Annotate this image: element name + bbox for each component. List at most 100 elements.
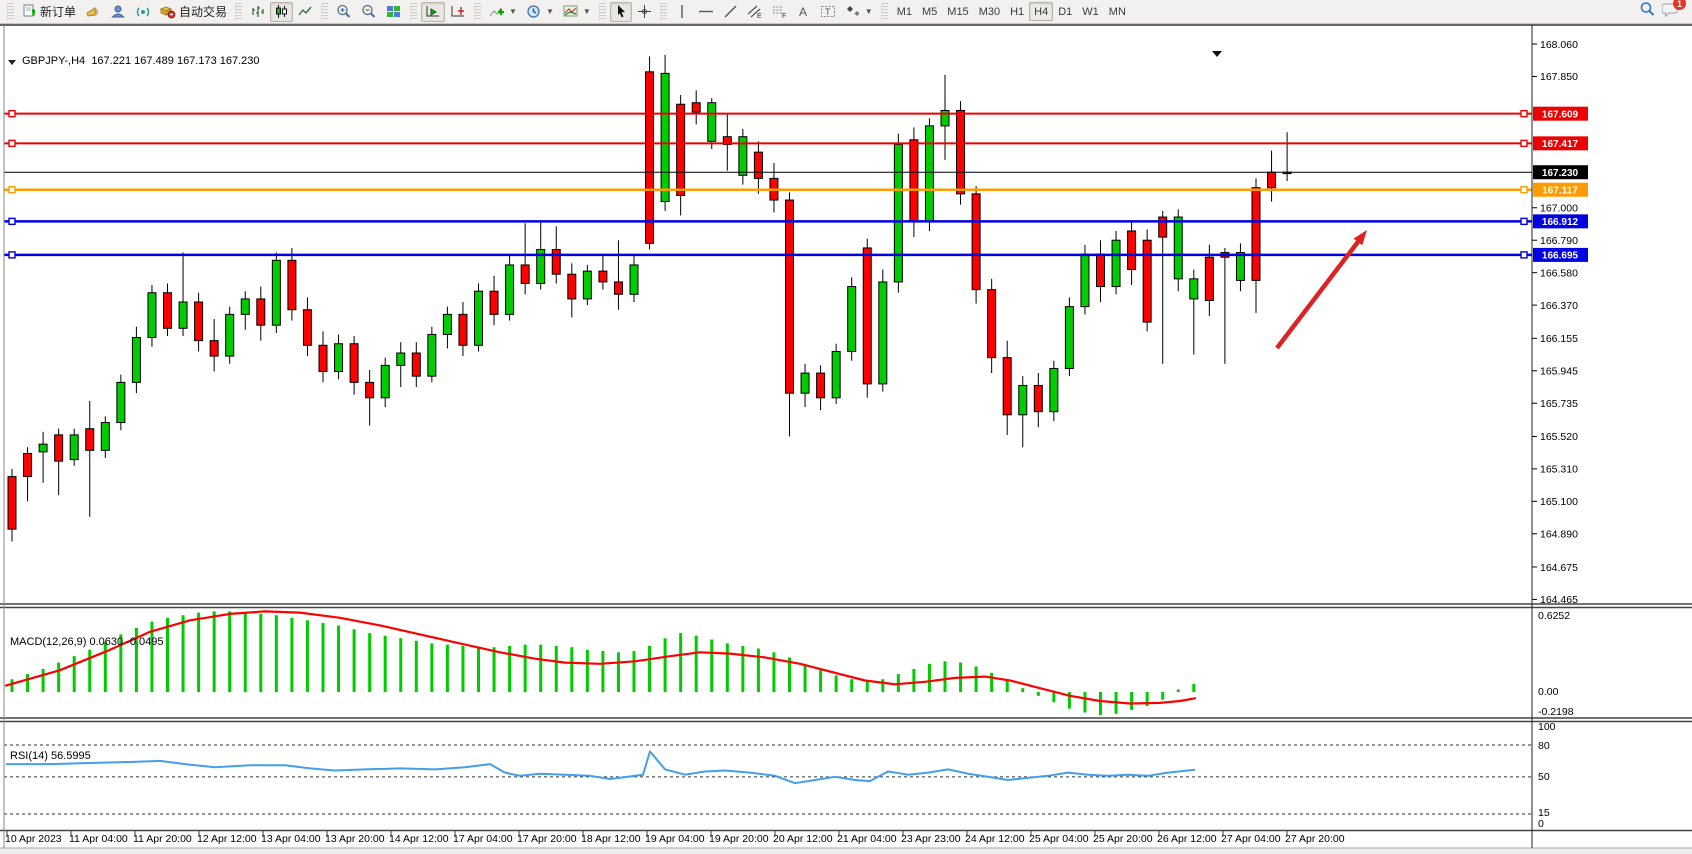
- price-tick-label: 165.520: [1540, 431, 1578, 443]
- accounts-button[interactable]: [106, 2, 130, 22]
- macd-histogram-bar: [710, 639, 714, 692]
- crosshair-button[interactable]: [633, 2, 656, 22]
- macd-histogram-bar: [523, 644, 527, 692]
- price-tick-label: 165.310: [1540, 464, 1578, 476]
- timeframe-button-m15[interactable]: M15: [947, 5, 969, 18]
- text-button[interactable]: A: [793, 2, 815, 22]
- toolbar-drag-handle[interactable]: [659, 2, 667, 21]
- signal-button[interactable]: [131, 2, 155, 22]
- macd-histogram-bar: [1005, 680, 1009, 692]
- bear-candle: [1127, 230, 1137, 271]
- templates-button[interactable]: ▼: [559, 2, 595, 22]
- cursor-button[interactable]: [609, 1, 632, 22]
- timeframe-button-m30[interactable]: M30: [978, 5, 1001, 18]
- label-button[interactable]: T: [816, 2, 840, 22]
- auto-scroll-button[interactable]: [421, 1, 446, 22]
- toolbar-drag-handle[interactable]: [7, 2, 14, 21]
- bar-chart-button[interactable]: [246, 2, 269, 22]
- macd-histogram-bar: [943, 661, 947, 692]
- trendline-button[interactable]: [719, 2, 742, 22]
- timeframe-button-h1[interactable]: H1: [1010, 5, 1025, 18]
- bull-candle: [738, 136, 748, 176]
- bear-candle: [722, 136, 732, 145]
- macd-histogram-bar: [72, 656, 76, 692]
- rsi-scale-label: 0: [1538, 818, 1544, 830]
- auto-trading-button[interactable]: 自动交易: [156, 2, 231, 22]
- toolbar-drag-handle[interactable]: [321, 2, 329, 21]
- macd-histogram-bar: [585, 649, 589, 692]
- new-order-button[interactable]: 新订单: [18, 2, 80, 22]
- hline-anchor[interactable]: [1520, 217, 1528, 226]
- hline-anchor[interactable]: [8, 109, 16, 118]
- timeframe-button-h4[interactable]: H4: [1029, 2, 1054, 21]
- macd-histogram-bar: [881, 679, 885, 692]
- annotation-arrow-shaft[interactable]: [1275, 238, 1362, 350]
- scroll-to-end-marker[interactable]: [1212, 51, 1222, 57]
- toolbar-drag-handle[interactable]: [880, 2, 888, 21]
- macd-histogram-bar: [103, 642, 107, 692]
- accounts-icon: [110, 4, 126, 19]
- svg-text:T: T: [825, 7, 831, 17]
- candlestick-chart-button[interactable]: [270, 1, 294, 22]
- hline-anchor[interactable]: [1520, 185, 1528, 194]
- bear-candle: [645, 71, 655, 244]
- x-axis-label: 25 Apr 20:00: [1093, 833, 1153, 845]
- hline-anchor[interactable]: [8, 185, 16, 194]
- macd-histogram-bar: [648, 645, 652, 692]
- fibonacci-button[interactable]: F: [768, 2, 792, 22]
- chart-shift-button[interactable]: [446, 2, 470, 22]
- chart-title-caret[interactable]: [8, 60, 16, 65]
- macd-histogram-bar: [1192, 683, 1196, 692]
- bear-candle: [256, 298, 266, 326]
- macd-histogram-bar: [927, 663, 931, 692]
- annotation-arrow-head[interactable]: [1353, 230, 1367, 246]
- indicators-button[interactable]: ▼: [485, 2, 521, 22]
- rsi-scale-label: 100: [1538, 721, 1556, 733]
- bear-candle: [1033, 384, 1043, 413]
- chart-ohlc-values: 167.221 167.489 167.173 167.230: [91, 55, 260, 67]
- zoom-in-button[interactable]: [332, 2, 356, 22]
- chart-area[interactable]: 167.609 167.417 167.230 167.117 166.912 166.6…: [0, 24, 1692, 854]
- bull-candle: [69, 434, 79, 461]
- toolbar-drag-handle[interactable]: [474, 2, 482, 21]
- auto-trading-icon: [160, 4, 176, 19]
- announcement-button[interactable]: [81, 2, 105, 22]
- price-badge: [1533, 214, 1588, 229]
- timeframe-button-m1[interactable]: M1: [896, 5, 912, 18]
- toolbar-drag-handle[interactable]: [598, 2, 606, 21]
- x-axis-label: 26 Apr 12:00: [1157, 833, 1217, 845]
- timeframe-button-mn[interactable]: MN: [1108, 5, 1126, 18]
- chart-canvas[interactable]: 167.609 167.417 167.230 167.117 166.912 166.6…: [0, 24, 1692, 854]
- channel-button[interactable]: E: [743, 2, 767, 22]
- tile-windows-button[interactable]: [382, 2, 406, 22]
- zoom-out-icon: [361, 4, 377, 19]
- macd-histogram-bar: [1083, 692, 1087, 713]
- bear-candle: [753, 151, 763, 179]
- hline-anchor[interactable]: [1520, 251, 1528, 259]
- zoom-out-button[interactable]: [357, 2, 381, 22]
- hline-anchor[interactable]: [1520, 139, 1528, 148]
- fibonacci-icon: F: [772, 4, 788, 19]
- cursor-icon: [614, 4, 628, 19]
- periods-icon: [526, 4, 542, 19]
- bull-candle: [271, 259, 281, 326]
- hline-anchor[interactable]: [8, 139, 16, 148]
- hline-anchor[interactable]: [8, 217, 16, 226]
- toolbar-drag-handle[interactable]: [235, 2, 243, 21]
- macd-histogram-bar: [166, 617, 169, 692]
- horizontal-line-button[interactable]: [694, 2, 718, 22]
- search-icon[interactable]: [1639, 1, 1656, 22]
- timeframe-button-m5[interactable]: M5: [922, 5, 938, 18]
- periods-button[interactable]: ▼: [522, 2, 558, 22]
- shapes-button[interactable]: ▼: [841, 2, 877, 22]
- timeframe-button-d1[interactable]: D1: [1058, 5, 1073, 18]
- toolbar-drag-handle[interactable]: [410, 2, 418, 21]
- vertical-line-button[interactable]: [671, 2, 693, 22]
- line-chart-button[interactable]: [294, 2, 317, 22]
- x-axis-label: 13 Apr 04:00: [261, 833, 321, 845]
- timeframe-button-w1[interactable]: W1: [1082, 5, 1099, 18]
- hline-anchor[interactable]: [1520, 109, 1528, 118]
- notifications-button[interactable]: 1: [1661, 0, 1686, 22]
- hline-anchor[interactable]: [8, 251, 16, 259]
- macd-histogram-bar: [274, 615, 278, 692]
